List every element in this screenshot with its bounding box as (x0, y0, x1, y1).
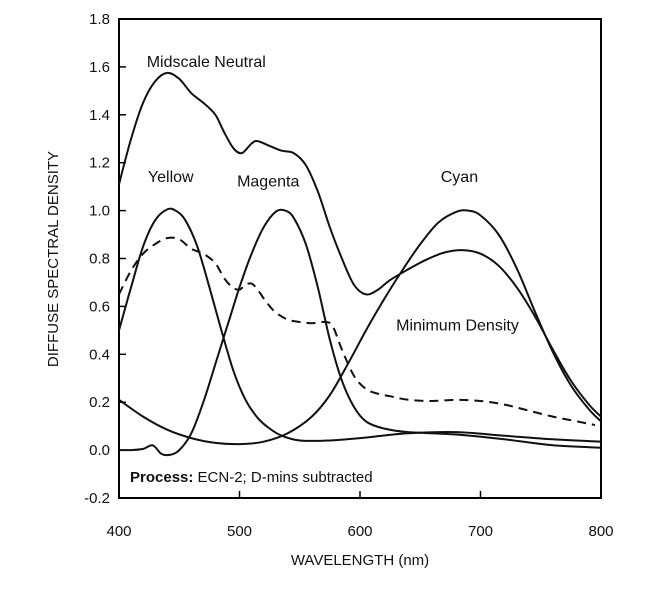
x-tick-label: 700 (468, 523, 493, 540)
y-axis-ticks: -0.2 0.0 0.2 0.4 0.6 0.8 1.0 1.2 1.4 1.6 1.8 (84, 11, 126, 507)
y-tick-label: 0.2 (89, 394, 110, 411)
y-tick-label: 0.4 (89, 346, 110, 363)
series-line-yellow (118, 207, 602, 443)
x-tick-label: 400 (106, 523, 131, 540)
process-note: Process: ECN-2; D-mins subtracted (130, 469, 373, 486)
series-label-yellow: Yellow (148, 169, 194, 186)
y-tick-label: 1.0 (89, 203, 110, 220)
x-tick-label: 600 (347, 523, 372, 540)
y-tick-label: -0.2 (84, 490, 110, 507)
series-label-minimum-density: Minimum Density (396, 317, 519, 334)
series-line-magenta (118, 208, 602, 457)
y-tick-label: 1.8 (89, 11, 110, 28)
x-axis-title: WAVELENGTH (nm) (291, 552, 429, 569)
series-lines (118, 71, 602, 457)
y-tick-label: 0.0 (89, 442, 110, 459)
y-tick-label: 0.6 (89, 298, 110, 315)
plot-frame (118, 18, 602, 499)
series-labels: Midscale Neutral Yellow Magenta Cyan Minimum… (147, 54, 519, 334)
x-axis-ticks: 400 500 600 700 800 (106, 491, 614, 540)
y-tick-label: 1.4 (89, 107, 110, 124)
y-axis-title: DIFFUSE SPECTRAL DENSITY (45, 151, 62, 367)
series-label-midscale-neutral: Midscale Neutral (147, 54, 266, 71)
process-note-text: ECN-2; D-mins subtracted (193, 469, 372, 486)
series-line-minimum-density (118, 236, 596, 426)
y-tick-label: 1.2 (89, 155, 110, 172)
x-tick-label: 500 (227, 523, 252, 540)
y-tick-label: 0.8 (89, 251, 110, 268)
y-tick-label: 1.6 (89, 59, 110, 76)
x-tick-label: 800 (588, 523, 613, 540)
series-line-midscale-neutral (118, 71, 602, 418)
series-label-cyan: Cyan (441, 169, 478, 186)
series-line-cyan (118, 209, 602, 446)
process-note-bold: Process: (130, 469, 193, 486)
series-label-magenta: Magenta (237, 174, 299, 191)
